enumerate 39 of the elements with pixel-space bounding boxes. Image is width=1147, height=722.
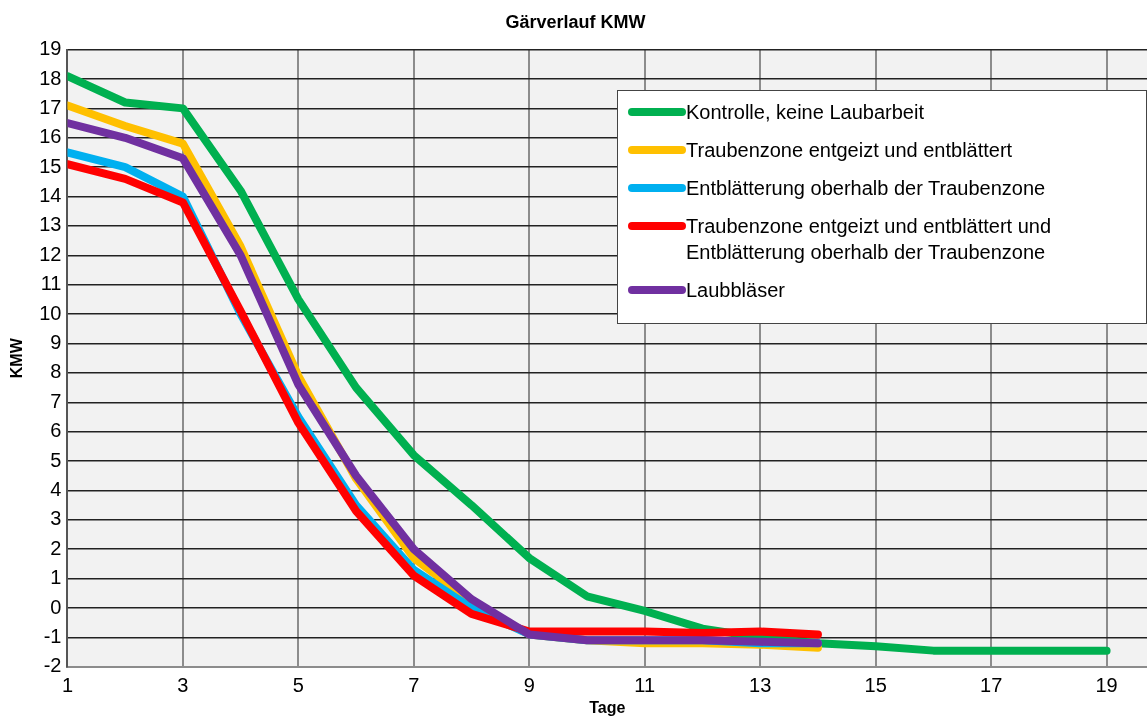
y-tick-label: 16 [39,125,62,148]
y-tick-label: 14 [39,184,62,207]
y-tick-label: 18 [39,66,62,89]
y-tick-label: 6 [50,419,62,442]
y-tick-label: 12 [39,242,62,265]
y-tick-label: 15 [39,154,62,177]
y-tick-label: 17 [39,95,62,118]
legend-label: Entblätterung oberhalb der Traubenzone [686,175,1046,201]
x-axis-title: Tage [589,698,626,716]
y-tick-label: 13 [39,213,62,236]
x-tick-label: 5 [292,674,304,697]
y-tick-label: 4 [50,477,62,500]
x-tick-label: 15 [864,674,887,697]
chart-title: Gärverlauf KMW [505,11,646,32]
legend-label: Traubenzone entgeizt und entblättert [686,137,1013,163]
y-tick-label: 8 [50,360,62,383]
x-tick-label: 7 [408,674,420,697]
x-tick-label: 13 [749,674,772,697]
y-tick-label: -1 [43,624,62,647]
legend-label: Traubenzone entgeizt und entblättert und Entblätterung oberhalb der Traubenzone [686,213,1053,265]
x-tick-label: 19 [1095,674,1118,697]
y-tick-label: 5 [50,448,62,471]
y-tick-label: 10 [39,301,62,324]
y-tick-label: 7 [50,389,62,412]
x-tick-label: 11 [634,674,656,697]
y-tick-label: 19 [39,37,62,60]
y-tick-label: -2 [43,654,62,677]
legend-label: Kontrolle, keine Laubarbeit [686,99,924,125]
y-tick-label: 0 [50,595,62,618]
y-tick-label: 9 [50,331,62,354]
y-tick-label: 3 [50,507,62,530]
x-tick-label: 3 [177,674,189,697]
legend-label: Laubbläser [686,277,785,303]
x-tick-label: 17 [980,674,1003,697]
y-tick-label: 11 [40,272,62,295]
y-tick-label: 2 [50,536,62,559]
x-tick-label: 9 [523,674,535,697]
y-axis-title: KMW [8,337,26,379]
y-tick-label: 1 [50,566,62,589]
